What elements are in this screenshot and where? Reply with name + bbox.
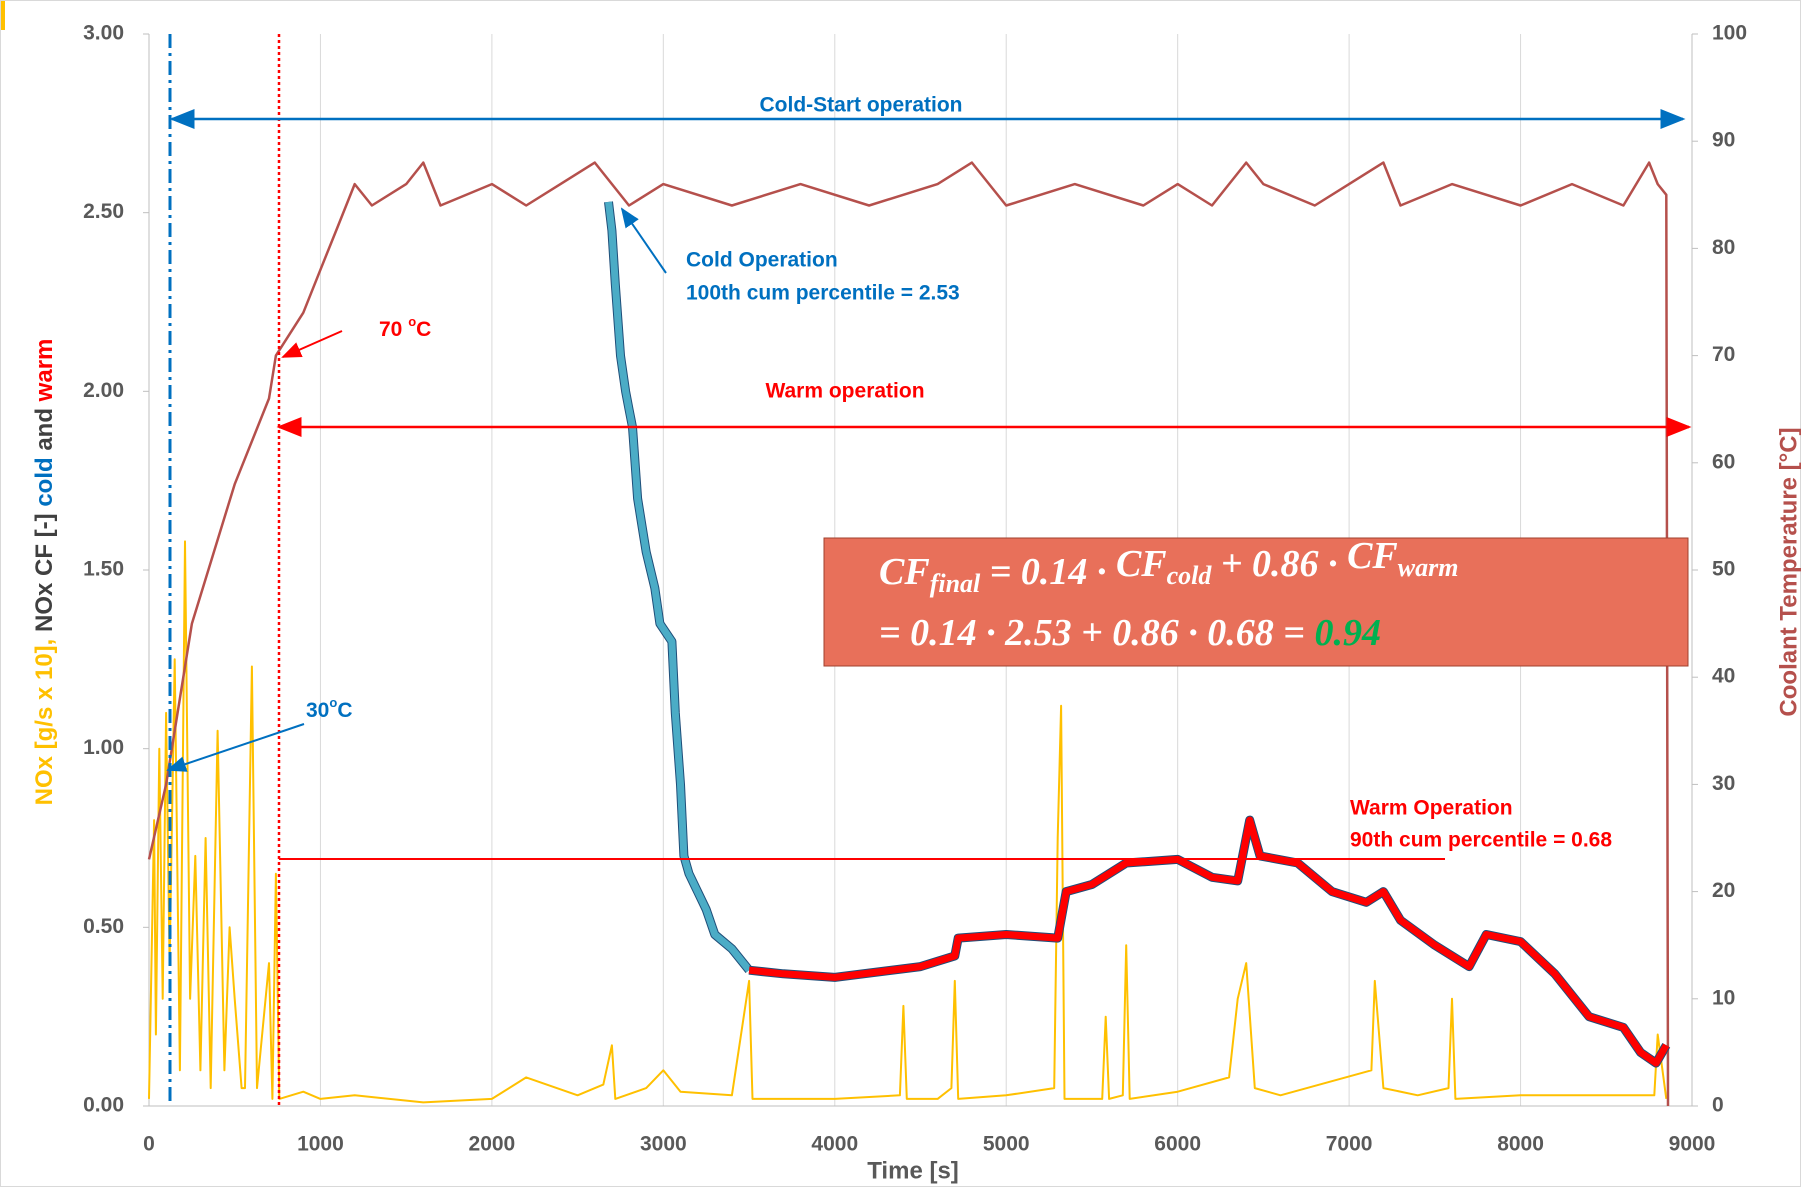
formula: CFfinal = 0.14 · CFcold + 0.86 · CFwarm — [879, 535, 1458, 598]
y2-tick-label: 60 — [1712, 450, 1735, 473]
text-part: cold — [31, 457, 58, 506]
series-line — [605, 201, 752, 973]
y-axis-label: NOx [g/s x 10], NOx CF [-] cold and warm — [31, 339, 58, 806]
formula: = 0.14 · 2.53 + 0.86 · 0.68 = 0.94 — [879, 612, 1381, 654]
x-tick-label: 9000 — [1669, 1133, 1716, 1156]
t70-arrow — [281, 330, 343, 358]
corner-mark — [0, 0, 5, 30]
text-part: o — [329, 695, 337, 710]
text-part: C — [337, 699, 352, 722]
annotation: Warm operation — [765, 380, 924, 403]
y2-tick-label: 0 — [1712, 1094, 1724, 1117]
y-tick-label: 3.00 — [83, 22, 124, 45]
x-tick-label: 1000 — [297, 1133, 344, 1156]
y2-tick-label: 90 — [1712, 129, 1735, 152]
y-tick-label: 1.50 — [83, 558, 124, 581]
annotation: 70 oC — [379, 314, 431, 341]
x-tick-label: 4000 — [811, 1133, 858, 1156]
text-part: CF — [1347, 535, 1398, 577]
text-part: 30 — [306, 699, 329, 722]
y2-tick-label: 80 — [1712, 236, 1735, 259]
annotation: 30oC — [306, 695, 352, 722]
text-part: C — [416, 318, 431, 341]
text-part: final — [930, 569, 981, 598]
annotation: 100th cum percentile = 2.53 — [686, 282, 960, 305]
x-tick-label: 7000 — [1326, 1133, 1373, 1156]
cold-op-arrow — [620, 207, 667, 274]
series-outline — [604, 201, 753, 974]
text-part: NOx [g/s x 10], — [31, 639, 58, 806]
formula-box — [823, 537, 1689, 667]
y2-tick-label: 40 — [1712, 665, 1735, 688]
text-part: cold — [1167, 561, 1213, 590]
y2-tick-label: 10 — [1712, 986, 1735, 1009]
series-line — [748, 816, 1670, 1067]
y2-tick-label: 20 — [1712, 879, 1735, 902]
y-tick-label: 0.50 — [83, 915, 124, 938]
y-tick-label: 2.00 — [83, 379, 124, 402]
text-part: NOx CF [-] — [31, 507, 58, 639]
annotation: 90th cum percentile = 0.68 — [1350, 829, 1612, 852]
text-part: + 0.86 · — [1211, 543, 1347, 585]
series-line — [148, 540, 1668, 1104]
text-part: 70 — [379, 318, 408, 341]
y-tick-label: 2.50 — [83, 200, 124, 223]
y2-tick-label: 30 — [1712, 772, 1735, 795]
series-line — [147, 161, 1670, 1107]
text-part: o — [408, 314, 416, 329]
annotation: Cold Operation — [686, 249, 838, 272]
t30-arrow — [166, 723, 305, 772]
annotation: Cold-Start operation — [760, 94, 963, 117]
text-part: CF — [1116, 543, 1167, 585]
annotation: Warm Operation — [1350, 797, 1513, 820]
text-part: = 0.14 · 2.53 + 0.86 · 0.68 = — [879, 612, 1314, 654]
x-tick-label: 0 — [143, 1133, 155, 1156]
y2-axis-label: Coolant Temperature [°C] — [1775, 427, 1801, 716]
text-part: 0.94 — [1314, 612, 1381, 654]
y2-tick-label: 70 — [1712, 343, 1735, 366]
x-tick-label: 2000 — [469, 1133, 516, 1156]
x-tick-label: 8000 — [1497, 1133, 1544, 1156]
y-tick-label: 0.00 — [83, 1094, 124, 1117]
y2-tick-label: 100 — [1712, 22, 1747, 45]
text-part: and — [31, 401, 58, 457]
y2-tick-label: 50 — [1712, 558, 1735, 581]
x-tick-label: 5000 — [983, 1133, 1030, 1156]
text-part: = 0.14 · — [980, 551, 1116, 593]
x-axis-label: Time [s] — [867, 1157, 959, 1184]
series-outline — [748, 815, 1671, 1068]
y-tick-label: 1.00 — [83, 736, 124, 759]
x-tick-label: 3000 — [640, 1133, 687, 1156]
x-tick-label: 6000 — [1154, 1133, 1201, 1156]
text-part: warm — [1398, 553, 1459, 582]
text-part: CF — [879, 551, 930, 593]
text-part: warm — [31, 339, 58, 403]
